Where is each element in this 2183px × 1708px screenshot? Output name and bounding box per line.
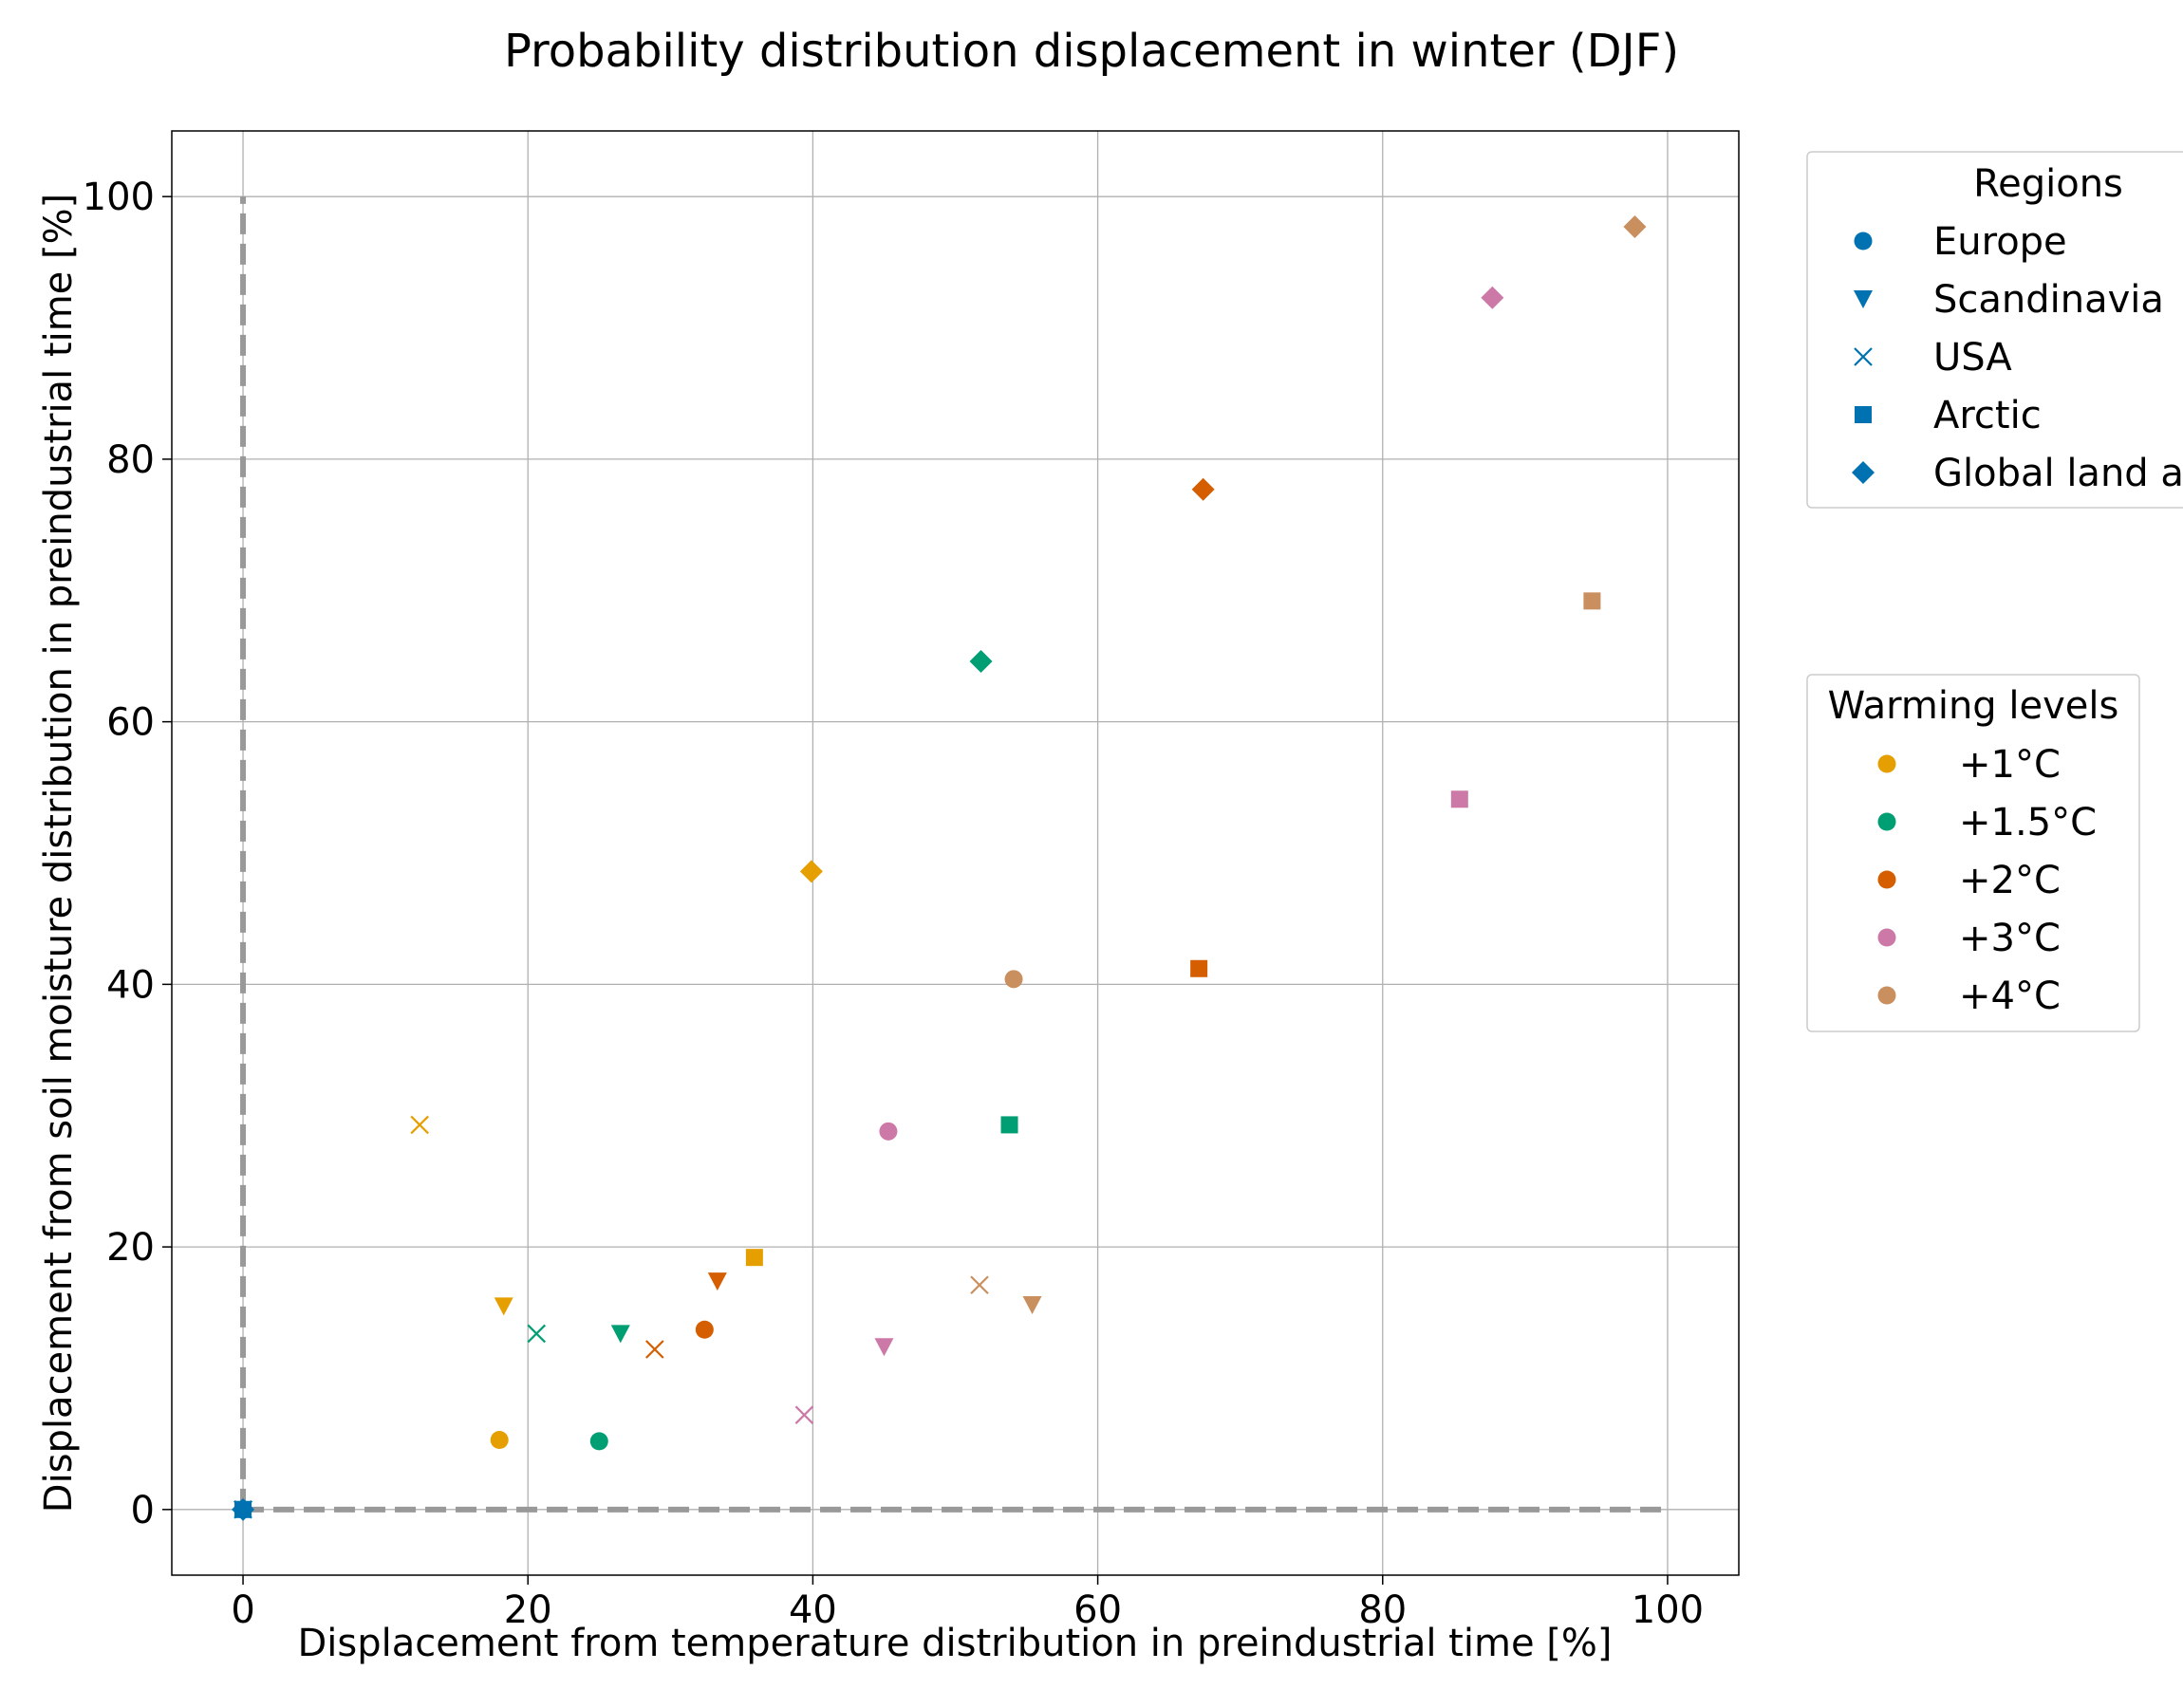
legend-regions-label: Arctic <box>1933 394 2042 437</box>
legend-regions-label: Global land a <box>1933 452 2183 495</box>
data-point-usa <box>410 1115 429 1135</box>
data-point-usa <box>970 1275 989 1294</box>
data-point-global-land-a <box>1191 477 1215 501</box>
data-points <box>232 215 1647 1521</box>
y-tick-label: 20 <box>106 1226 155 1270</box>
y-axis-label: Displacement from soil moisture distribu… <box>37 194 81 1513</box>
data-point-origin <box>232 1497 255 1521</box>
data-point-europe <box>879 1122 898 1141</box>
data-point-global-land-a <box>799 860 823 883</box>
data-point-scandinavia <box>494 1297 513 1316</box>
y-tick-label: 60 <box>106 701 155 745</box>
data-point-arctic <box>1190 959 1208 977</box>
legend-regions-title: Regions <box>1973 162 2123 206</box>
data-point-usa <box>527 1324 547 1344</box>
y-axis-ticks: 0 20 40 60 80 100 <box>83 176 172 1532</box>
data-point-arctic <box>1583 592 1601 610</box>
legend-marker-x <box>1854 347 1873 366</box>
legend-marker-warming <box>1877 754 1896 773</box>
legend-regions-frame <box>1806 151 2183 509</box>
legend-regions-label: Scandinavia <box>1933 278 2164 322</box>
legend-marker-warming <box>1877 870 1896 889</box>
x-tick-label: 20 <box>504 1588 552 1632</box>
data-point-arctic <box>1000 1116 1018 1134</box>
x-axis-label: Displacement from temperature distributi… <box>298 1622 1613 1665</box>
legend-regions: Regions Europe Scandinavia USA Arctic Global… <box>1806 151 2183 509</box>
y-tick-label: 0 <box>131 1489 155 1532</box>
legend-warming-label: +1°C <box>1959 743 2061 787</box>
plot-frame <box>171 130 1740 1576</box>
data-point-usa <box>794 1405 814 1424</box>
data-point-arctic <box>745 1249 763 1267</box>
data-point-usa <box>645 1340 664 1359</box>
legend-warming-label: +4°C <box>1959 975 2061 1018</box>
x-tick-label: 40 <box>789 1588 837 1632</box>
legend-marker-square <box>1855 406 1872 423</box>
legend-warming-label: +2°C <box>1959 859 2061 902</box>
x-axis-ticks: 0 20 40 60 80 100 <box>231 1575 1704 1632</box>
data-point-europe <box>695 1320 714 1339</box>
y-tick-label: 100 <box>83 176 155 219</box>
data-point-global-land-a <box>1481 286 1504 309</box>
legend-marker-warming <box>1877 812 1896 831</box>
data-point-europe <box>1004 970 1023 989</box>
legend-warming-label: +1.5°C <box>1959 801 2097 845</box>
legend-marker-triangle-down <box>1854 290 1873 308</box>
data-point-europe <box>490 1430 509 1449</box>
y-tick-label: 40 <box>106 963 155 1007</box>
data-point-arctic <box>1450 790 1468 808</box>
legend-warming-title: Warming levels <box>1828 684 2119 728</box>
x-tick-label: 0 <box>231 1588 254 1632</box>
legend-marker-circle <box>1854 232 1873 251</box>
legend-marker-diamond <box>1852 461 1875 484</box>
legend-regions-label: Europe <box>1933 220 2067 264</box>
x-tick-label: 80 <box>1358 1588 1407 1632</box>
legend-marker-warming <box>1877 928 1896 947</box>
legend-regions-label: USA <box>1933 336 2012 380</box>
data-point-scandinavia <box>874 1338 894 1357</box>
y-tick-label: 80 <box>106 438 155 482</box>
data-point-scandinavia <box>1022 1295 1042 1314</box>
legend-warming-label: +3°C <box>1959 917 2061 960</box>
data-point-scandinavia <box>707 1272 727 1291</box>
data-point-global-land-a <box>1623 215 1647 239</box>
data-point-europe <box>589 1432 608 1451</box>
legend-marker-warming <box>1877 986 1896 1005</box>
legend-warming: Warming levels +1°C +1.5°C +2°C +3°C +4°C <box>1806 674 2140 1032</box>
chart-title: Probability distribution displacement in… <box>504 25 1679 78</box>
reference-lines <box>240 196 1668 1513</box>
x-tick-label: 100 <box>1632 1588 1704 1632</box>
data-point-scandinavia <box>610 1325 630 1344</box>
x-tick-label: 60 <box>1073 1588 1122 1632</box>
grid <box>172 131 1739 1575</box>
data-point-global-land-a <box>969 649 993 673</box>
